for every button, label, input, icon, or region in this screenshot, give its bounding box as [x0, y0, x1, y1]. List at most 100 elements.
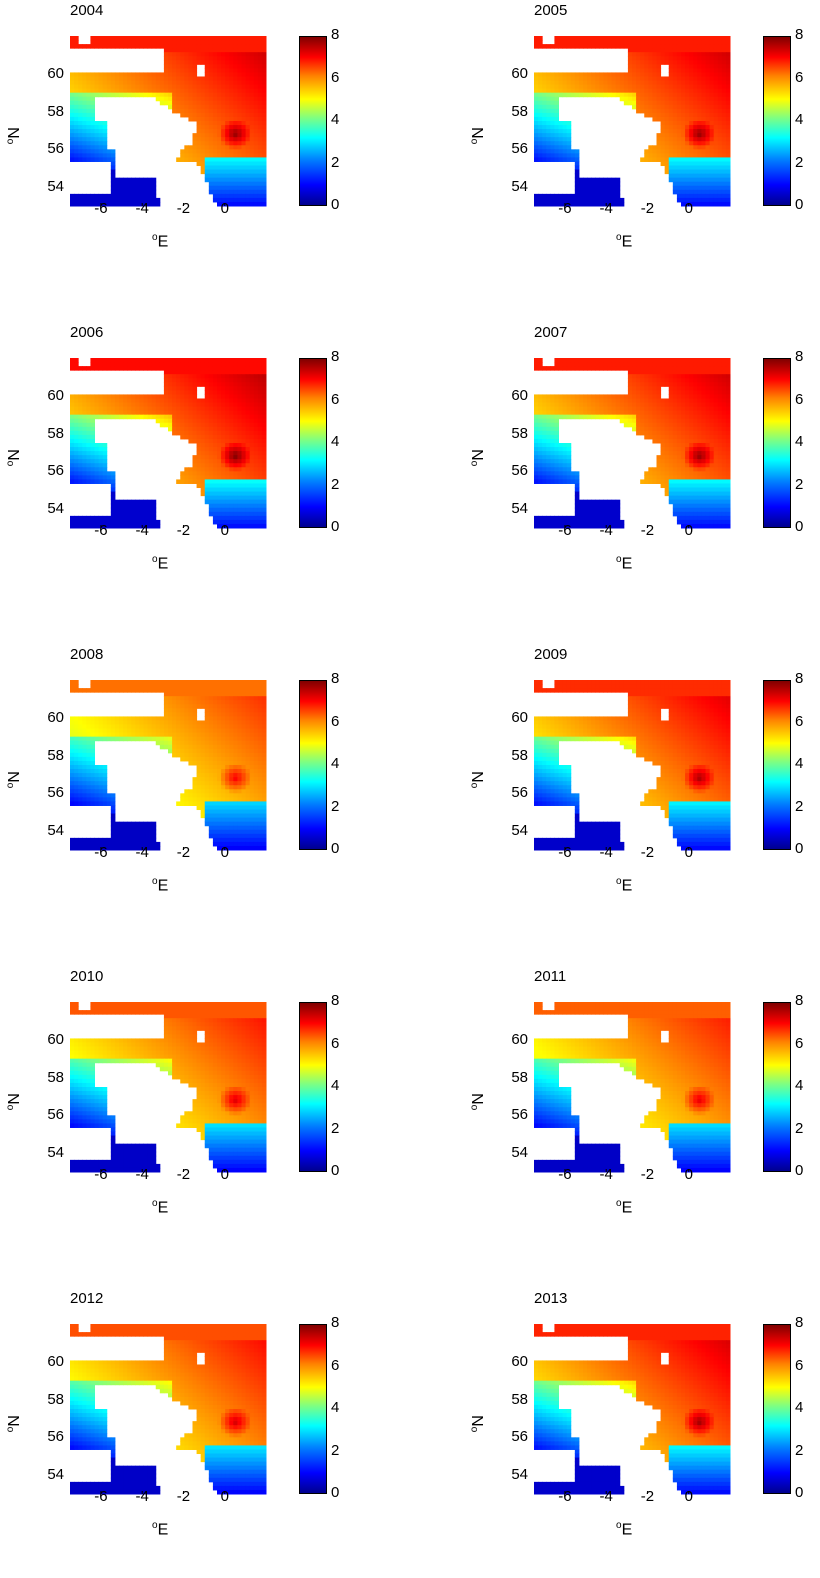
map-cell — [591, 72, 596, 77]
map-cell — [201, 60, 206, 65]
map-cell — [209, 483, 214, 488]
map-cell — [254, 411, 259, 416]
map-cell — [726, 394, 731, 399]
map-cell — [612, 366, 617, 371]
map-cell — [82, 403, 87, 408]
map-cell — [546, 89, 551, 94]
map-cell — [139, 93, 144, 98]
map-cell — [706, 81, 711, 86]
map-cell — [213, 382, 218, 387]
x-tick-label: -2 — [168, 522, 198, 539]
map-cell — [677, 407, 682, 412]
map-cell — [225, 85, 230, 90]
map-cell — [225, 390, 230, 395]
map-cell — [718, 60, 723, 65]
map-cell — [542, 129, 547, 134]
map-cell — [103, 40, 108, 45]
map-cell — [652, 407, 657, 412]
map-cell — [722, 382, 727, 387]
map-cell — [652, 390, 657, 395]
map-cell — [665, 149, 670, 154]
map-cell — [246, 178, 251, 183]
map-cell — [237, 137, 242, 142]
map-cell — [603, 44, 608, 49]
map-cell — [107, 403, 112, 408]
map-cell — [205, 125, 210, 130]
map-cell — [250, 516, 255, 521]
map-cell — [706, 194, 711, 199]
map-cell — [718, 415, 723, 420]
map-cell — [636, 358, 641, 363]
map-cell — [70, 431, 75, 436]
map-cell — [254, 427, 259, 432]
map-cell — [90, 358, 95, 363]
map-cell — [205, 496, 210, 501]
map-cell — [229, 447, 234, 452]
map-cell — [242, 170, 247, 175]
map-cell — [644, 435, 649, 440]
map-cell — [583, 403, 588, 408]
map-cell — [164, 68, 169, 73]
map-cell — [710, 174, 715, 179]
map-cell — [701, 386, 706, 391]
map-cell — [164, 403, 169, 408]
map-cell — [258, 97, 263, 102]
map-cell — [111, 398, 116, 403]
map-cell — [221, 382, 226, 387]
map-cell — [685, 467, 690, 472]
map-cell — [246, 76, 251, 81]
map-cell — [710, 76, 715, 81]
map-cell — [648, 52, 653, 57]
map-cell — [648, 366, 653, 371]
map-cell — [595, 178, 600, 183]
map-cell — [258, 463, 263, 468]
map-cell — [237, 398, 242, 403]
map-cell — [82, 125, 87, 130]
map-cell — [599, 93, 604, 98]
map-cell — [640, 415, 645, 420]
map-cell — [603, 178, 608, 183]
map-cell — [250, 500, 255, 505]
map-cell — [250, 427, 255, 432]
map-cell — [160, 362, 165, 367]
map-cell — [546, 475, 551, 480]
map-cell — [701, 52, 706, 57]
map-cell — [160, 72, 165, 77]
map-cell — [722, 475, 727, 480]
map-cell — [107, 89, 112, 94]
map-cell — [685, 137, 690, 142]
map-cell — [652, 64, 657, 69]
map-cell — [538, 141, 543, 146]
map-cell — [78, 451, 83, 456]
map-cell — [616, 44, 621, 49]
map-cell — [74, 471, 79, 476]
map-cell — [262, 81, 267, 86]
map-cell — [242, 129, 247, 134]
map-cell — [86, 516, 91, 521]
map-cell — [225, 492, 230, 497]
map-cell — [714, 161, 719, 166]
map-cell — [701, 36, 706, 41]
map-cell — [571, 44, 576, 49]
map-cell — [123, 44, 128, 49]
map-cell — [184, 362, 189, 367]
map-cell — [258, 435, 263, 440]
map-cell — [82, 133, 87, 138]
map-cell — [74, 431, 79, 436]
map-cell — [550, 149, 555, 154]
map-cell — [546, 76, 551, 81]
map-cell — [225, 483, 230, 488]
map-cell — [567, 407, 572, 412]
map-cell — [180, 48, 185, 53]
map-cell — [697, 137, 702, 142]
map-cell — [221, 459, 226, 464]
map-cell — [188, 157, 193, 162]
map-cell — [180, 411, 185, 416]
map-cell — [86, 149, 91, 154]
map-cell — [197, 40, 202, 45]
map-cell — [246, 524, 251, 529]
map-cell — [86, 431, 91, 436]
map-cell — [718, 378, 723, 383]
map-cell — [262, 40, 267, 45]
